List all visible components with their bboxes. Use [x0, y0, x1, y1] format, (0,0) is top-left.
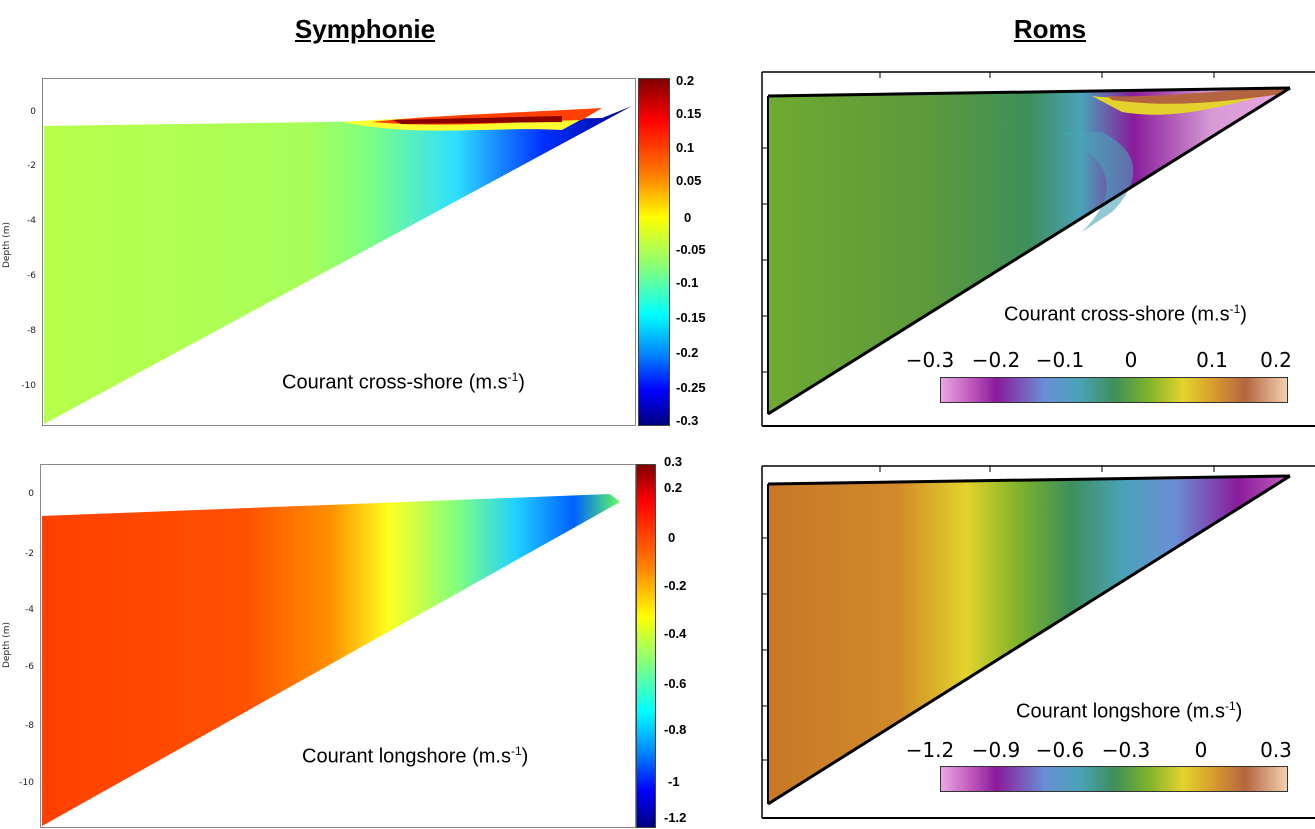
colorbar-label: 0	[1124, 348, 1138, 372]
colorbar-label: -0.2	[676, 345, 699, 360]
colorbar-label: -0.25	[676, 380, 706, 395]
symphonie-cross-shore-field	[44, 106, 632, 424]
colorbar-label: 0.3	[1260, 738, 1292, 762]
colorbar-label: 0.3	[664, 454, 683, 469]
caption-close: )	[518, 371, 525, 394]
ytick: -4	[27, 216, 36, 226]
colorbar-label: -0.6	[664, 676, 687, 691]
roms-title: Roms	[1013, 14, 1087, 44]
colorbar-label: 0.2	[676, 73, 695, 88]
colorbar-label: 0.05	[676, 173, 702, 188]
colorbar-label: 0.1	[1196, 348, 1228, 372]
caption-close: )	[521, 745, 529, 768]
colorbar	[638, 78, 670, 426]
y-axis-label: Depth (m)	[2, 621, 13, 669]
ytick: -2	[25, 549, 34, 559]
caption-text: Courant cross-shore (m.s	[282, 371, 508, 394]
caption-close: )	[1240, 303, 1247, 326]
caption-exponent: -1	[507, 370, 519, 384]
colorbar-label: −0.2	[971, 348, 1021, 372]
colorbar-label: 0	[668, 530, 676, 545]
caption-exponent: -1	[1224, 699, 1236, 713]
colorbar-label: 0	[684, 210, 692, 225]
colorbar-label: −1.2	[905, 738, 955, 762]
colorbar-label: 0.15	[676, 106, 702, 121]
caption: Courant longshore (m.s-1)	[1016, 699, 1242, 724]
colorbar-label: 0	[1194, 738, 1208, 762]
colorbar-label: 0.1	[676, 140, 695, 155]
colorbar-label: -1	[668, 774, 680, 789]
colorbar-label: -0.4	[664, 626, 687, 641]
caption: Courant longshore (m.s-1)	[302, 744, 528, 769]
ytick: -6	[25, 662, 34, 672]
roms-cross-shore-field	[761, 71, 1315, 427]
ytick: -8	[27, 326, 36, 336]
ytick: 0	[28, 489, 34, 499]
caption-close: )	[1235, 700, 1243, 723]
colorbar-label: -0.15	[676, 310, 706, 325]
colorbar	[636, 464, 656, 828]
caption-exponent: -1	[510, 744, 522, 758]
colorbar-label: -0.05	[676, 242, 706, 257]
colorbar-label: −0.3	[905, 348, 955, 372]
ytick: -6	[27, 271, 36, 281]
colorbar-label: −0.1	[1035, 348, 1085, 372]
caption: Courant cross-shore (m.s-1)	[282, 370, 525, 395]
colorbar-label: -0.2	[664, 578, 687, 593]
roms-longshore-field	[761, 465, 1315, 819]
caption: Courant cross-shore (m.s-1)	[1004, 302, 1247, 327]
colorbar	[940, 766, 1288, 792]
symphonie-title: Symphonie	[294, 14, 436, 44]
caption-exponent: -1	[1229, 302, 1241, 316]
colorbar-label: −0.6	[1035, 738, 1085, 762]
colorbar-label: −0.3	[1101, 738, 1151, 762]
colorbar-label: -0.8	[664, 722, 687, 737]
ytick: -10	[21, 381, 36, 391]
symphonie-longshore-field	[42, 494, 620, 826]
ytick: -4	[25, 605, 34, 615]
colorbar-label: -0.3	[676, 413, 699, 428]
ytick: 0	[30, 107, 36, 117]
colorbar	[940, 377, 1288, 403]
colorbar-label: −0.9	[971, 738, 1021, 762]
colorbar-label: 0.2	[664, 480, 683, 495]
caption-text: Courant longshore (m.s	[1016, 700, 1225, 723]
colorbar-label: -1.2	[664, 810, 687, 825]
ytick: -10	[19, 778, 34, 788]
colorbar-label: -0.1	[676, 275, 699, 290]
ytick: -2	[27, 161, 36, 171]
ytick: -8	[25, 721, 34, 731]
y-axis-label: Depth (m)	[2, 221, 13, 269]
caption-text: Courant cross-shore (m.s	[1004, 303, 1230, 326]
colorbar-label: 0.2	[1260, 348, 1292, 372]
caption-text: Courant longshore (m.s	[302, 745, 511, 768]
